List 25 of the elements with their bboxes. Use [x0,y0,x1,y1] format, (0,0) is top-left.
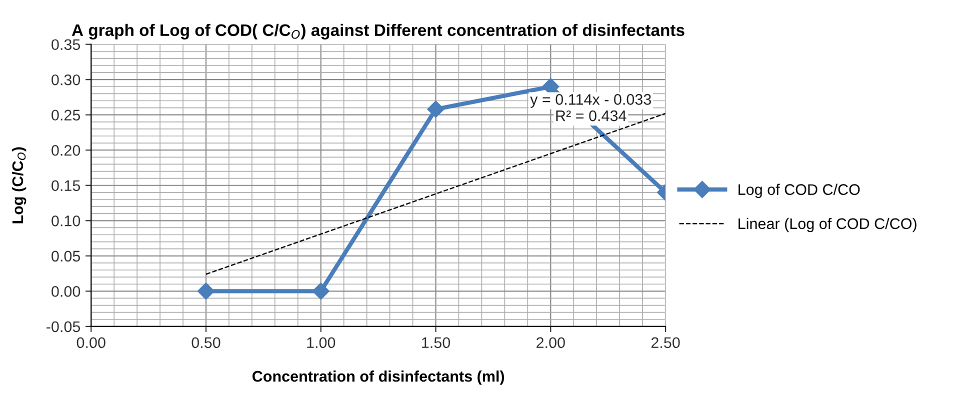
point [312,282,330,300]
x-tick-label: 2.00 [536,337,565,348]
point [427,100,444,118]
y-tick-label: 0.20 [52,144,80,156]
y-tick-label: 0.05 [52,250,80,262]
y-tick-label: 0.00 [52,286,80,297]
y-axis-title: Log (C/C$_{O}$) [12,147,26,224]
chart-title: A graph of Log of COD( C/C$_{O}$) against Different concentration of disinfectants [72,24,684,40]
x-tick-label: 1.00 [307,337,336,348]
annotation: R² = 0.434 [556,110,626,122]
annotation: y = 0.114x - 0.033 [530,94,652,108]
legend-label: Linear (Log of COD C/CO) [738,218,916,232]
y-tick-label: 0.10 [52,216,80,226]
x-tick-label: 1.50 [422,337,450,348]
x-tick-label: 0.50 [192,337,220,348]
point [197,282,215,300]
y-tick-label: -0.05 [46,321,80,332]
y-tick-label: 0.15 [52,180,80,192]
x-axis-title: Concentration of disinfectants (ml) [252,370,504,385]
legend-label: Log of COD C/CO [738,184,860,198]
y-tick-label: 0.30 [52,74,80,86]
y-tick-label: 0.35 [52,39,80,50]
x-tick-label: 2.50 [651,337,680,348]
y-tick-label: 0.25 [52,110,80,121]
x-tick-label: 0.00 [76,337,106,348]
